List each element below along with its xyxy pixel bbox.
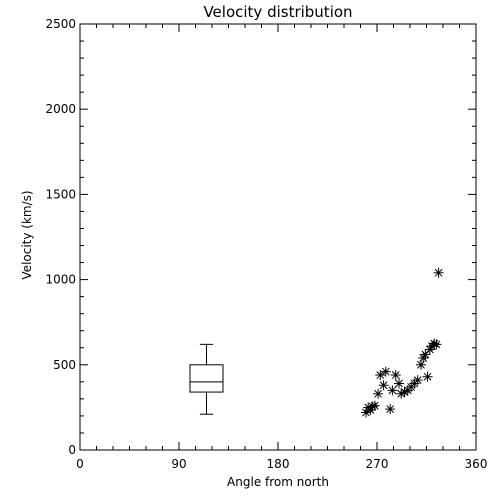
data-point bbox=[387, 385, 398, 396]
data-point bbox=[433, 267, 444, 278]
x-tick-label: 90 bbox=[171, 457, 186, 471]
x-axis-ticks: 0 90 180 270 360 bbox=[76, 24, 487, 471]
y-tick-label: 500 bbox=[53, 358, 76, 372]
data-point bbox=[412, 375, 423, 386]
velocity-boxplot bbox=[189, 343, 224, 415]
y-tick-label: 2500 bbox=[45, 17, 76, 31]
data-point bbox=[375, 370, 386, 381]
data-point bbox=[394, 378, 404, 389]
data-point bbox=[380, 366, 391, 377]
data-point bbox=[420, 349, 431, 360]
x-tick-label: 270 bbox=[366, 457, 389, 471]
data-point bbox=[378, 380, 389, 391]
data-point bbox=[385, 404, 396, 415]
y-tick-label: 0 bbox=[68, 443, 76, 457]
scatter-points bbox=[361, 267, 444, 418]
y-axis-ticks: 0 500 1000 1500 2000 2500 bbox=[45, 17, 476, 457]
x-tick-label: 0 bbox=[76, 457, 84, 471]
x-tick-label: 360 bbox=[465, 457, 488, 471]
y-tick-label: 1500 bbox=[45, 187, 76, 201]
data-point bbox=[390, 370, 401, 381]
x-axis-label: Angle from north bbox=[227, 475, 329, 489]
y-tick-label: 1000 bbox=[45, 273, 76, 287]
x-tick-label: 180 bbox=[267, 457, 290, 471]
data-point bbox=[416, 359, 426, 370]
data-point bbox=[431, 339, 442, 350]
chart-title: Velocity distribution bbox=[203, 3, 352, 21]
y-axis-label: Velocity (km/s) bbox=[20, 190, 34, 279]
y-tick-label: 2000 bbox=[45, 102, 76, 116]
data-point bbox=[373, 388, 384, 399]
data-point bbox=[422, 371, 433, 382]
data-point bbox=[369, 400, 380, 411]
